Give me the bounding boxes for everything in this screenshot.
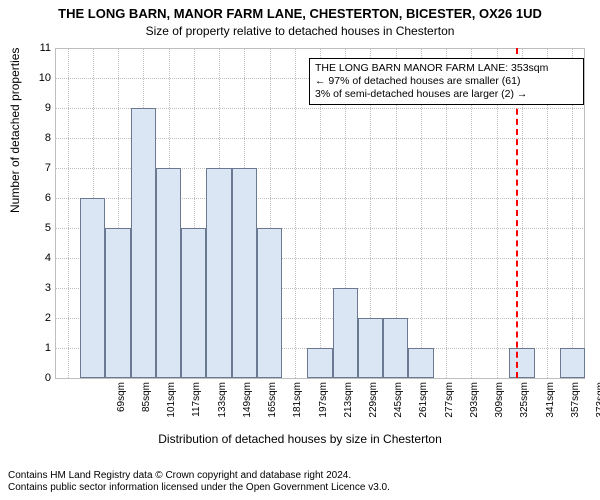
- x-tick-label: 229sqm: [368, 382, 379, 432]
- x-tick-label: 261sqm: [418, 382, 429, 432]
- x-tick-label: 149sqm: [242, 382, 253, 432]
- chart-subtitle: Size of property relative to detached ho…: [0, 24, 600, 38]
- x-tick-label: 101sqm: [166, 382, 177, 432]
- y-tick-label: 0: [35, 372, 51, 384]
- histogram-bar: [232, 168, 257, 378]
- chart-title: THE LONG BARN, MANOR FARM LANE, CHESTERT…: [0, 6, 600, 21]
- gridline-v: [68, 48, 69, 378]
- x-tick-label: 293sqm: [469, 382, 480, 432]
- x-tick-label: 245sqm: [393, 382, 404, 432]
- histogram-bar: [509, 348, 534, 378]
- x-tick-label: 165sqm: [267, 382, 278, 432]
- info-box: THE LONG BARN MANOR FARM LANE: 353sqm ← …: [309, 58, 584, 105]
- x-tick-label: 357sqm: [570, 382, 581, 432]
- x-tick-label: 133sqm: [217, 382, 228, 432]
- y-tick-label: 8: [35, 132, 51, 144]
- y-tick-label: 7: [35, 162, 51, 174]
- y-tick-label: 9: [35, 102, 51, 114]
- x-tick-label: 309sqm: [494, 382, 505, 432]
- info-line-3: 3% of semi-detached houses are larger (2…: [315, 88, 578, 101]
- gridline-v: [295, 48, 296, 378]
- x-tick-label: 213sqm: [343, 382, 354, 432]
- histogram-bar: [333, 288, 358, 378]
- y-tick-label: 1: [35, 342, 51, 354]
- y-tick-label: 3: [35, 282, 51, 294]
- histogram-bar: [206, 168, 231, 378]
- x-tick-label: 85sqm: [141, 382, 152, 432]
- footer-line-1: Contains HM Land Registry data © Crown c…: [8, 470, 390, 482]
- x-tick-label: 69sqm: [116, 382, 127, 432]
- y-tick-label: 10: [35, 72, 51, 84]
- histogram-bar: [80, 198, 105, 378]
- x-tick-label: 197sqm: [318, 382, 329, 432]
- x-tick-label: 341sqm: [545, 382, 556, 432]
- histogram-bar: [383, 318, 408, 378]
- info-line-2: ← 97% of detached houses are smaller (61…: [315, 75, 578, 88]
- x-axis-label: Distribution of detached houses by size …: [0, 432, 600, 446]
- footer: Contains HM Land Registry data © Crown c…: [8, 470, 390, 494]
- chart-container: THE LONG BARN, MANOR FARM LANE, CHESTERT…: [0, 0, 600, 500]
- plot-border-v: [55, 48, 56, 378]
- histogram-bar: [358, 318, 383, 378]
- y-tick-label: 11: [35, 42, 51, 54]
- histogram-bar: [181, 228, 206, 378]
- x-tick-label: 277sqm: [444, 382, 455, 432]
- x-tick-label: 325sqm: [519, 382, 530, 432]
- histogram-bar: [105, 228, 130, 378]
- histogram-bar: [560, 348, 585, 378]
- footer-line-2: Contains public sector information licen…: [8, 482, 390, 494]
- histogram-bar: [408, 348, 433, 378]
- y-tick-label: 4: [35, 252, 51, 264]
- gridline-h: [55, 378, 585, 379]
- y-tick-label: 2: [35, 312, 51, 324]
- x-tick-label: 117sqm: [191, 382, 202, 432]
- plot-border-v: [584, 48, 585, 378]
- x-tick-label: 181sqm: [292, 382, 303, 432]
- info-line-1: THE LONG BARN MANOR FARM LANE: 353sqm: [315, 62, 578, 75]
- histogram-bar: [156, 168, 181, 378]
- histogram-bar: [307, 348, 332, 378]
- x-tick-label: 373sqm: [595, 382, 600, 432]
- histogram-bar: [257, 228, 282, 378]
- histogram-bar: [131, 108, 156, 378]
- y-axis-label: Number of detached properties: [8, 48, 22, 213]
- y-tick-label: 5: [35, 222, 51, 234]
- y-tick-label: 6: [35, 192, 51, 204]
